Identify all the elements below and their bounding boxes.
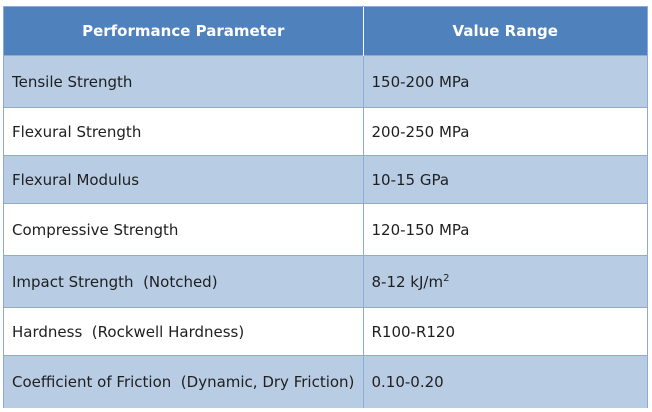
table-row: Coefficient of Friction (Dynamic, Dry Fr… <box>4 355 647 408</box>
header-performance-parameter: Performance Parameter <box>4 7 364 56</box>
parameter-cell: Hardness (Rockwell Hardness) <box>4 307 364 356</box>
value-cell: 150-200 MPa <box>363 55 647 108</box>
value-cell: 120-150 MPa <box>363 203 647 256</box>
table-row: Flexural Modulus 10-15 GPa <box>4 155 647 204</box>
parameter-cell: Coefficient of Friction (Dynamic, Dry Fr… <box>4 355 364 408</box>
value-cell: 10-15 GPa <box>363 155 647 204</box>
table-row: Impact Strength (Notched) 8-12 kJ/m2 <box>4 255 647 308</box>
parameter-cell: Tensile Strength <box>4 55 364 108</box>
value-superscript: 2 <box>443 272 450 284</box>
table-row: Flexural Strength 200-250 MPa <box>4 107 647 156</box>
value-cell: 200-250 MPa <box>363 107 647 156</box>
value-cell: 0.10-0.20 <box>363 355 647 408</box>
performance-table-container: Performance Parameter Value Range Tensil… <box>3 6 648 408</box>
table-row: Compressive Strength 120-150 MPa <box>4 203 647 256</box>
table-row: Tensile Strength 150-200 MPa <box>4 55 647 108</box>
parameter-cell: Impact Strength (Notched) <box>4 255 364 308</box>
header-value-range: Value Range <box>363 7 647 56</box>
parameter-cell: Flexural Strength <box>4 107 364 156</box>
parameter-cell: Flexural Modulus <box>4 155 364 204</box>
table-header-row: Performance Parameter Value Range <box>4 7 647 56</box>
value-cell: 8-12 kJ/m2 <box>363 255 647 308</box>
table-row: Hardness (Rockwell Hardness) R100-R120 <box>4 307 647 356</box>
value-text: 8-12 kJ/m <box>371 272 444 291</box>
parameter-cell: Compressive Strength <box>4 203 364 256</box>
performance-table: Performance Parameter Value Range Tensil… <box>4 7 647 408</box>
value-cell: R100-R120 <box>363 307 647 356</box>
